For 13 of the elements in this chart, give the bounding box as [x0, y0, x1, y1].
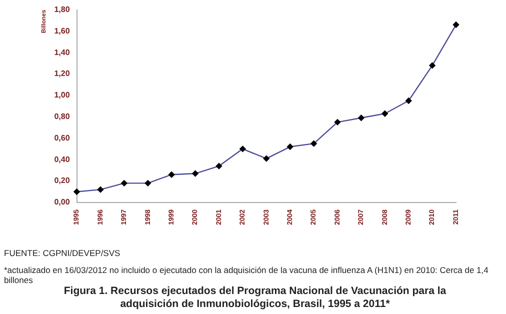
- y-tick-label: 0,20: [54, 176, 70, 186]
- y-tick-label: 1,40: [54, 48, 70, 57]
- y-tick-label: 0,40: [54, 154, 70, 164]
- y-tick-label: 1,20: [54, 69, 70, 78]
- y-tick-label: 0,60: [54, 133, 70, 142]
- y-tick-label: 0,80: [54, 112, 70, 122]
- y-tick-label: 1,60: [54, 26, 70, 36]
- text: *actualizado en 16/03/2012 no incluido o ejecutado con la adquisición de la vacuna de influenza A (H1N1) en 2010: Cerca de 1,4 billones: [4, 265, 490, 285]
- y-tick-label: 0,00: [54, 198, 70, 207]
- y-tick-label: 1,80: [54, 5, 70, 14]
- source-note: FUENTE: CGPNI/DEVEP/SVS: [4, 248, 122, 258]
- text: Figura 1. Recursos ejecutados del Programa Nacional de Vacunación para la adquisición de Inmunobiológicos, Brasil, 1995 a 2011*: [62, 285, 448, 311]
- y-tick-label: 1,00: [54, 90, 70, 100]
